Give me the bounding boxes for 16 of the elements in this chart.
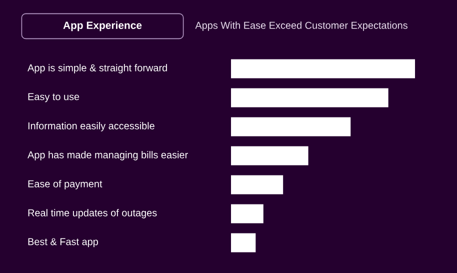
bar [231, 117, 351, 136]
y-tick-label: Information easily accessible [28, 122, 154, 132]
bar [231, 233, 256, 252]
bar [231, 146, 308, 166]
y-tick-label: Easy to use [28, 93, 80, 102]
y-tick-label: App has made managing bills easier [28, 151, 188, 160]
y-tick-label: Real time updates of outages [28, 209, 157, 218]
text: App Experience [63, 21, 142, 32]
bar [231, 59, 416, 78]
y-tick-label: App is simple & straight forward [28, 64, 167, 74]
bar [231, 88, 388, 108]
chart-subtitle: Apps With Ease Exceed Customer Expectations [195, 22, 408, 31]
bar [231, 175, 284, 194]
bar [231, 204, 264, 224]
y-tick-label: Ease of payment [28, 180, 102, 190]
y-tick-label: Best & Fast app [28, 238, 98, 248]
